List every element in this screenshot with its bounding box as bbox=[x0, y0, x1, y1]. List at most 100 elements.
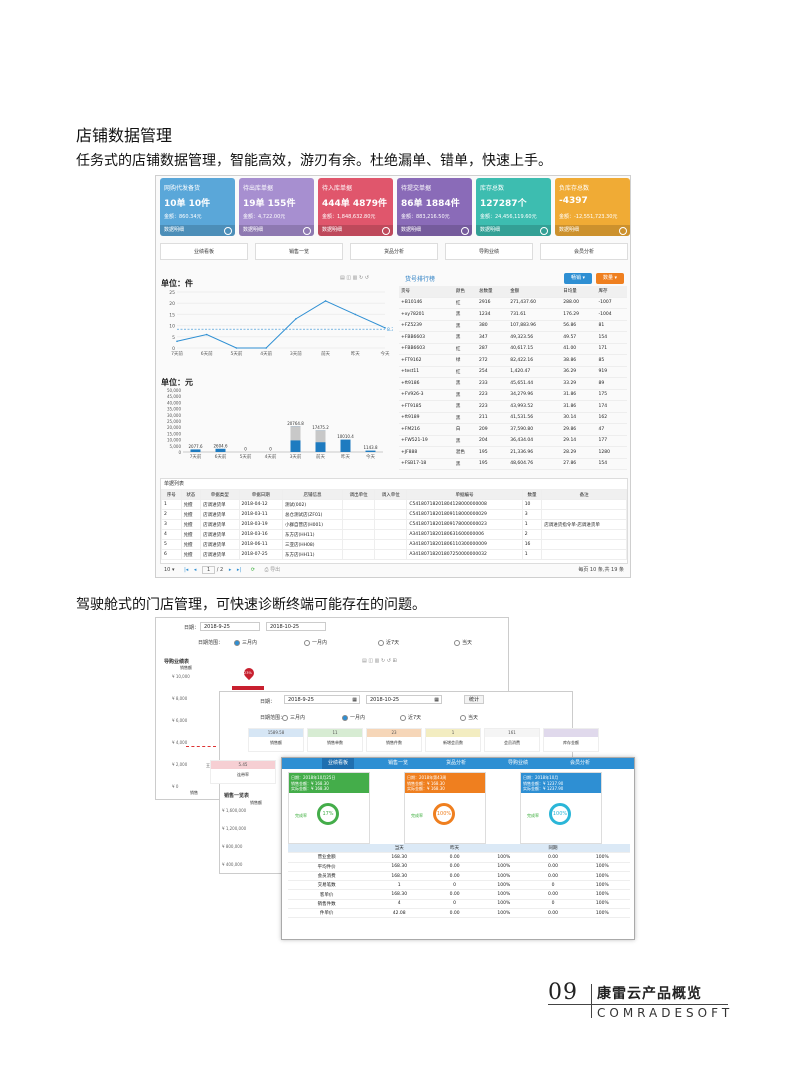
table-cell: A34180718201807250000000032 bbox=[406, 549, 523, 560]
summary-card-pending[interactable]: 待提交单据 86单 1884件 金额：883,216.50元 数据明细 bbox=[397, 178, 472, 236]
radio-7days[interactable]: 近7天 bbox=[378, 639, 399, 646]
kpi-tile[interactable]: 5.45 连带率 bbox=[210, 760, 276, 784]
next-page-button[interactable]: ▸ bbox=[228, 567, 232, 573]
radio-1month[interactable]: 一月内 bbox=[304, 639, 327, 646]
table-row[interactable]: +FBB6603 红 287 40,617.15 41.00 171 bbox=[399, 343, 627, 355]
arrow-circle-icon[interactable] bbox=[303, 227, 311, 235]
table-row[interactable]: 5 兑擅 店调进货单 2018-06-11 三亚店(HH08) A341807182018… bbox=[161, 539, 627, 550]
table-row[interactable]: 6 兑擅 店调进货单 2018-07-25 东方店(HH11) A341807182018… bbox=[161, 549, 627, 560]
table-row[interactable]: +FBB6603 黑 347 49,323.56 49.57 154 bbox=[399, 331, 627, 344]
card-amount: 金额：4,722.00元 bbox=[243, 214, 286, 220]
radio-1month[interactable]: 一月内 bbox=[342, 714, 365, 721]
table-cell: 41.00 bbox=[561, 343, 597, 355]
period-card[interactable]: 日期：2018年第43周 销售金额：¥ 168.30 实际金额：¥ 168.30 完成… bbox=[404, 772, 486, 844]
calendar-icon: ▦ bbox=[352, 697, 357, 703]
radio-today[interactable]: 当天 bbox=[460, 714, 478, 721]
last-page-button[interactable]: ▸| bbox=[236, 567, 242, 573]
arrow-circle-icon[interactable] bbox=[619, 227, 627, 235]
table-cell: C54180718201809118000000029 bbox=[406, 509, 523, 520]
table-row[interactable]: +ft9186 黑 233 45,651.44 33.29 89 bbox=[399, 377, 627, 390]
table-row[interactable]: 营业金额 168.30 0.00 100% 0.00 100% bbox=[288, 852, 630, 863]
stat-button[interactable]: 统计 bbox=[464, 695, 484, 704]
radio-3months[interactable]: 三月内 bbox=[234, 639, 257, 646]
table-row[interactable]: 3 兑擅 店调进货单 2018-03-19 小群自营店(H001) C5418071820… bbox=[161, 519, 627, 530]
arrow-circle-icon[interactable] bbox=[224, 227, 232, 235]
tab-goods[interactable]: 货品分析 bbox=[350, 243, 438, 260]
table-cell: 100% bbox=[574, 899, 630, 910]
kpi-tile[interactable]: 库存金额 bbox=[543, 728, 599, 752]
x-tick-label: 5天前 bbox=[230, 350, 242, 357]
first-page-button[interactable]: |◂ bbox=[184, 567, 189, 573]
table-cell: 0.00 bbox=[433, 871, 477, 882]
table-row[interactable]: +xy78201 黑 1234 731.61 176.29 -1004 bbox=[399, 308, 627, 321]
table-row[interactable]: +B10146 红 2916 271,437.60 288.00 -1007 bbox=[399, 297, 627, 309]
table-row[interactable]: +JF888 混色 195 21,336.96 28.29 1280 bbox=[399, 446, 627, 459]
kpi-tile[interactable]: 161 会员消费 bbox=[484, 728, 540, 752]
chart-toolbar-icons[interactable]: ▤ ◫ ▥ ↻ ↺ bbox=[340, 275, 369, 281]
table-row[interactable]: 交易笔数 1 0 100% 0 100% bbox=[288, 880, 630, 891]
bestseller-dropdown[interactable]: 畅销 ▾ bbox=[564, 273, 592, 284]
page-input[interactable]: 1 bbox=[201, 566, 216, 574]
tab-sales[interactable]: 销售一览 bbox=[255, 243, 343, 260]
kpi-tile[interactable]: 1589.58 销售额 bbox=[248, 728, 304, 752]
tab-guide[interactable]: 导购业绩 bbox=[508, 760, 529, 766]
arrow-circle-icon[interactable] bbox=[382, 227, 390, 235]
x-tick-label: 3天前 bbox=[290, 350, 302, 357]
table-row[interactable]: 会员消费 168.30 0.00 100% 0.00 100% bbox=[288, 871, 630, 882]
quantity-dropdown[interactable]: 数量 ▾ bbox=[596, 273, 624, 284]
date-label: 日期： bbox=[260, 699, 276, 705]
summary-card-negative-stock[interactable]: 负库存总数 -4397 金额：-12,551,723.30元 数据明细 bbox=[555, 178, 630, 236]
date-from-input[interactable]: 2018-9-25 bbox=[200, 622, 260, 631]
summary-card-stock[interactable]: 库存总数 127287个 金额：24,456,119.60元 数据明细 bbox=[476, 178, 551, 236]
tab-sales[interactable]: 销售一览 bbox=[388, 760, 409, 766]
date-from-input[interactable]: 2018-9-25 ▦ bbox=[284, 695, 360, 704]
table-row[interactable]: +FSB17-18 黑 195 48,604.76 27.86 154 bbox=[399, 458, 627, 470]
table-row[interactable]: 销售件数 4 0 100% 0 100% bbox=[288, 899, 630, 910]
tab-performance[interactable]: 业绩看板 bbox=[160, 243, 248, 260]
table-row[interactable]: 平均件价 168.30 0.00 100% 0.00 100% bbox=[288, 862, 630, 872]
table-row[interactable]: +test11 红 254 1,420.47 36.29 919 bbox=[399, 366, 627, 378]
period-card[interactable]: 日期：2018年10月25日 销售金额：¥ 168.30 实际金额：¥ 168.30… bbox=[288, 772, 370, 844]
table-row[interactable]: +FT9185 黑 223 43,993.52 31.86 174 bbox=[399, 400, 627, 413]
tab-performance[interactable]: 业绩看板 bbox=[322, 758, 355, 769]
table-cell: 黑 bbox=[453, 458, 477, 470]
date-to-input[interactable]: 2018-10-25 bbox=[266, 622, 326, 631]
summary-card-outbound[interactable]: 待出库单据 19单 155件 金额：4,722.00元 数据明细 bbox=[239, 178, 314, 236]
rank-table: 货号 颜色 总数量 金额 日均量 库存 +B10146 红 2916 271,437.60 288… bbox=[399, 286, 627, 470]
tab-member[interactable]: 会员分析 bbox=[570, 760, 591, 766]
tab-goods[interactable]: 货品分析 bbox=[446, 760, 467, 766]
table-row[interactable]: +FW521-19 黑 204 36,434.04 29.14 177 bbox=[399, 435, 627, 447]
tab-guide[interactable]: 导购业绩 bbox=[445, 243, 533, 260]
table-row[interactable]: 客单价 168.30 0.00 100% 0.00 100% bbox=[288, 889, 630, 900]
radio-7days[interactable]: 近7天 bbox=[400, 714, 421, 721]
period-card-line: 实际金额：¥ 1237.90 bbox=[523, 786, 564, 791]
tab-member[interactable]: 会员分析 bbox=[540, 243, 628, 260]
kpi-tile[interactable]: 1 新增会员数 bbox=[425, 728, 481, 752]
date-to-input[interactable]: 2018-10-25 ▦ bbox=[366, 695, 442, 704]
radio-3months[interactable]: 三月内 bbox=[282, 714, 305, 721]
table-row[interactable]: +FT9162 绿 272 82,422.16 38.86 85 bbox=[399, 354, 627, 367]
table-row[interactable]: +FV926-3 黑 223 34,279.96 31.86 175 bbox=[399, 389, 627, 401]
table-row[interactable]: +FZ5239 黑 380 107,883.96 56.86 81 bbox=[399, 320, 627, 332]
table-row[interactable]: +FM216 白 209 37,590.80 29.86 47 bbox=[399, 423, 627, 436]
period-card[interactable]: 日期：2018年10月 销售金额：¥ 1237.90 实际金额：¥ 1237.90 完… bbox=[520, 772, 602, 844]
summary-card-dropship[interactable]: 网购代发备货 10单 10件 金额：860.34元 数据明细 bbox=[160, 178, 235, 236]
table-cell: 黑 bbox=[453, 331, 477, 344]
refresh-icon[interactable]: ⟳ bbox=[250, 567, 255, 573]
prev-page-button[interactable]: ◂ bbox=[193, 567, 197, 573]
radio-today[interactable]: 当天 bbox=[454, 639, 472, 646]
table-row[interactable]: 4 兑擅 店调进货单 2018-03-16 东方店(HH11) A341807182018… bbox=[161, 529, 627, 540]
kpi-tile[interactable]: 23 销售件数 bbox=[366, 728, 422, 752]
table-row[interactable]: 件单价 42.08 0.00 100% 0.00 100% bbox=[288, 908, 630, 919]
export-button[interactable]: ⎙ 导出 bbox=[264, 567, 281, 573]
table-cell: 100% bbox=[476, 880, 532, 891]
table-row[interactable]: +ft9189 黑 211 41,531.56 30.14 162 bbox=[399, 412, 627, 424]
chart-toolbar-icons[interactable]: ▤ ◫ ▥ ↻ ↺ ⊞ bbox=[362, 658, 397, 664]
arrow-circle-icon[interactable] bbox=[461, 227, 469, 235]
page-size-select[interactable]: 10 ▾ bbox=[164, 567, 175, 573]
kpi-tile[interactable]: 11 销售单数 bbox=[307, 728, 363, 752]
summary-card-inbound[interactable]: 待入库单据 444单 4879件 金额：1,848,632.80元 数据明细 bbox=[318, 178, 393, 236]
arrow-circle-icon[interactable] bbox=[540, 227, 548, 235]
table-row[interactable]: 2 兑擅 店调进货单 2018-03-11 总仓测试店(ZF01) C5418071820… bbox=[161, 509, 627, 520]
table-row[interactable]: 1 兑擅 店调进货单 2018-04-12 测试(002) C54180718201804… bbox=[161, 499, 627, 510]
